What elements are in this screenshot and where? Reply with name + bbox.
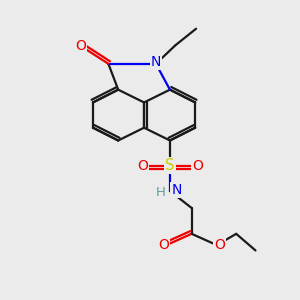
Text: N: N: [171, 182, 182, 197]
Text: O: O: [214, 238, 225, 252]
Text: O: O: [137, 159, 148, 173]
Text: H: H: [155, 186, 165, 199]
Text: O: O: [192, 159, 203, 173]
Text: O: O: [76, 39, 86, 53]
Text: N: N: [151, 55, 161, 69]
Text: S: S: [165, 158, 175, 173]
Text: O: O: [158, 238, 169, 252]
